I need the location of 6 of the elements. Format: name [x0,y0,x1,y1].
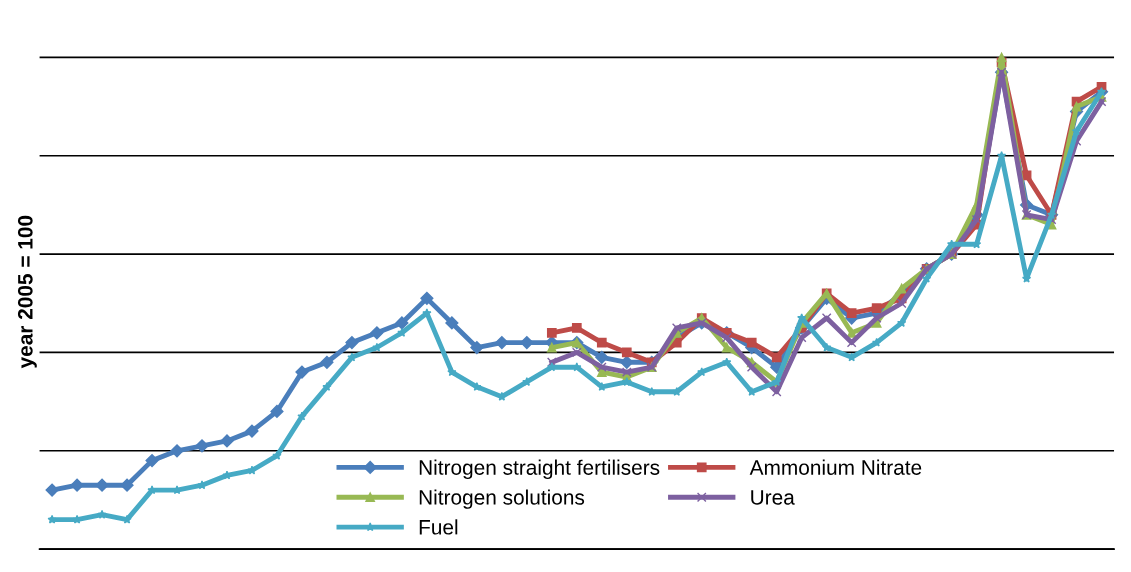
y-axis-title: year 2005 = 100 [17,215,37,369]
legend-label: Nitrogen straight fertilisers [419,459,660,480]
legend-label: Urea [751,490,795,505]
legend-label: Ammonium Nitrate [749,459,922,475]
legend-label: Nitrogen solutions [419,489,585,509]
legend-label: Fuel [419,519,458,535]
